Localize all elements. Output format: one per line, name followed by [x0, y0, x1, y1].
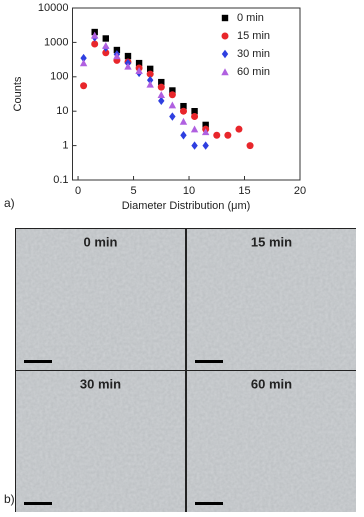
marker	[190, 125, 199, 133]
marker	[202, 141, 209, 150]
marker	[157, 83, 165, 91]
legend-label: 30 min	[237, 48, 270, 60]
plot-frame	[72, 7, 301, 181]
marker	[102, 49, 110, 57]
marker	[146, 70, 154, 78]
marker	[90, 31, 99, 39]
marker	[169, 87, 176, 94]
marker	[179, 117, 188, 125]
x-tick-label: 20	[294, 185, 306, 197]
marker	[146, 75, 154, 85]
marker	[191, 141, 198, 150]
panel-label: b)	[4, 492, 15, 506]
marker	[102, 35, 109, 42]
x-tick-label: 0	[75, 185, 81, 197]
legend-marker	[221, 14, 229, 22]
y-tick-label: 10	[56, 105, 68, 117]
x-tick-label: 10	[183, 185, 195, 197]
marker	[158, 96, 165, 106]
scale-bar	[195, 360, 223, 363]
legend-label: 0 min	[237, 12, 264, 24]
micrograph	[187, 371, 356, 512]
scale-bar	[24, 360, 52, 363]
marker	[91, 40, 99, 48]
marker	[235, 125, 243, 133]
marker	[180, 102, 187, 110]
y-tick-label: 0.1	[53, 174, 68, 186]
scale-bar	[24, 502, 52, 505]
y-axis-label: Counts	[12, 76, 24, 111]
scale-bar	[195, 502, 223, 505]
marker	[201, 128, 210, 136]
marker	[80, 53, 87, 63]
panel-label: a)	[4, 196, 15, 210]
y-tick-label: 1000	[44, 36, 68, 48]
micrograph	[187, 229, 356, 370]
x-tick-label: 5	[130, 185, 136, 197]
marker	[113, 52, 121, 60]
marker	[157, 91, 165, 98]
marker	[213, 131, 221, 139]
marker	[146, 65, 154, 73]
x-tick-label: 15	[238, 185, 250, 197]
y-tick-label: 100	[50, 71, 68, 83]
marker	[158, 78, 165, 86]
micrograph	[16, 229, 185, 370]
marker	[202, 121, 209, 129]
marker	[169, 112, 176, 121]
micrograph-label: 30 min	[80, 376, 121, 391]
marker	[191, 108, 198, 115]
marker	[135, 59, 143, 67]
marker	[80, 82, 88, 90]
legend-label: 60 min	[237, 66, 270, 78]
marker	[180, 131, 187, 140]
legend-marker	[221, 32, 229, 40]
marker	[146, 80, 154, 88]
micrograph-label: 15 min	[251, 234, 292, 249]
marker	[224, 131, 232, 139]
legend-marker	[221, 49, 229, 59]
marker	[179, 107, 187, 115]
micrograph	[16, 371, 185, 512]
legend-label: 15 min	[237, 30, 270, 42]
y-tick-label: 1	[62, 140, 68, 152]
marker	[135, 67, 143, 74]
marker	[79, 59, 88, 67]
marker	[191, 113, 199, 121]
marker	[168, 91, 176, 99]
marker	[124, 52, 132, 60]
legend-marker	[221, 68, 229, 76]
micrograph-label: 0 min	[84, 234, 118, 249]
micrograph-label: 60 min	[251, 376, 292, 391]
y-tick-label: 10000	[38, 2, 69, 14]
marker	[102, 42, 110, 49]
marker	[168, 101, 177, 109]
marker	[113, 46, 121, 54]
marker	[124, 62, 132, 70]
marker	[246, 142, 254, 150]
x-axis-label: Diameter Distribution (μm)	[122, 200, 251, 212]
